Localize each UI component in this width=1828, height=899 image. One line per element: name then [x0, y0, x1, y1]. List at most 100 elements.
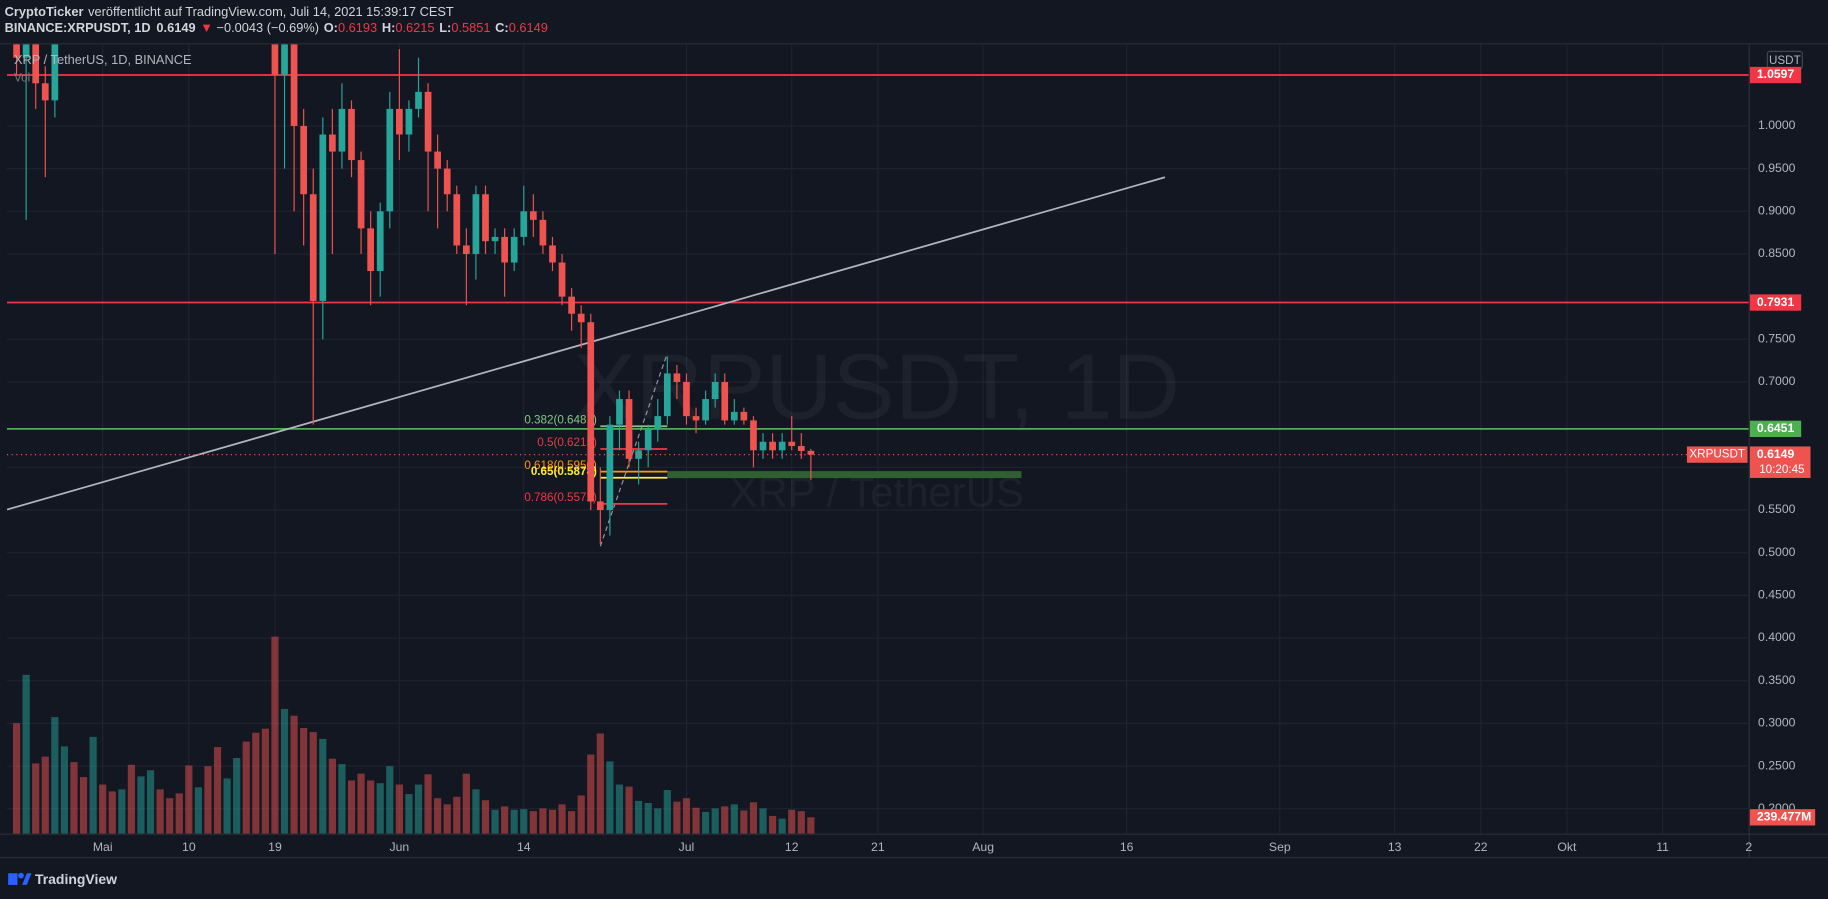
ohlc-value: 0.6193 — [338, 21, 377, 36]
candle-body — [625, 399, 633, 459]
volume-bar — [788, 809, 796, 834]
candle-body — [558, 262, 566, 297]
volume-bar — [797, 811, 805, 834]
candle-body — [290, 44, 298, 126]
volume-bar — [261, 728, 269, 834]
published: veröffentlicht auf TradingView.com, Juli… — [88, 4, 454, 19]
candle-body — [281, 44, 288, 75]
candle-body — [415, 91, 422, 109]
candle-body — [472, 194, 480, 254]
volume-bar — [711, 808, 719, 834]
ohlc-label: H: — [382, 21, 396, 36]
candle-body — [32, 44, 40, 84]
candle-body — [22, 44, 30, 58]
candle-body — [300, 125, 308, 195]
volume-bar — [51, 717, 59, 834]
volume-bar — [673, 801, 681, 834]
logo — [8, 872, 32, 885]
countdown: 10:20:45 — [1759, 463, 1804, 476]
candle-body — [759, 441, 767, 451]
volume-bar — [280, 708, 289, 834]
candle-body — [606, 424, 614, 511]
volume-bar — [596, 733, 604, 834]
volume-bar — [759, 808, 767, 834]
symbol-tag-label: XRPUSDT — [1689, 448, 1745, 461]
candle-body — [673, 373, 681, 382]
volume-bar — [702, 811, 710, 834]
ohlc-label: L: — [439, 21, 451, 36]
y-tick-label: 1.0000 — [1758, 118, 1796, 132]
candle-body — [271, 44, 279, 75]
candle-body — [338, 108, 346, 152]
volume-bar — [60, 746, 69, 834]
volume-bar — [242, 741, 250, 834]
volume-bar — [118, 789, 126, 834]
volume-bar — [12, 723, 21, 834]
candle-body — [577, 313, 585, 323]
volume-bar — [108, 791, 116, 834]
volume-bar — [568, 811, 576, 834]
candle-body — [769, 441, 776, 451]
volume-bar — [721, 806, 729, 834]
y-tick-label: 0.2500 — [1758, 758, 1796, 772]
candle-body — [434, 151, 441, 169]
candle-body — [549, 245, 556, 263]
level-tag-label: 1.0597 — [1757, 67, 1795, 81]
volume-bar — [175, 793, 183, 834]
candle-body — [482, 194, 489, 242]
arrow: ▼ — [200, 21, 213, 36]
ohlc-label: O: — [324, 21, 338, 36]
volume-bar — [663, 790, 671, 834]
volume-bar — [778, 818, 786, 834]
volume-bar — [654, 808, 662, 834]
fib-label: 0.5(0.6215) — [537, 436, 597, 449]
volume-bar — [520, 809, 528, 834]
ohlc-value: 0.6215 — [395, 21, 434, 36]
volume-bar — [223, 778, 231, 834]
volume-bar — [548, 809, 557, 834]
volume-bar — [577, 795, 585, 834]
candle-body — [788, 441, 796, 447]
volume-bar — [405, 794, 413, 834]
y-tick-label: 0.9500 — [1758, 161, 1796, 175]
volume-bar — [89, 736, 97, 834]
x-tick-label: 21 — [871, 840, 885, 854]
candle-body — [644, 428, 652, 451]
volume-bar — [166, 798, 174, 834]
ohlc-value: 0.6149 — [509, 21, 548, 36]
volume-bar — [730, 804, 738, 834]
candle-body — [396, 108, 403, 135]
header-line: CryptoTicker veröffentlicht auf TradingVi… — [5, 4, 454, 19]
fib-label: 0.618(0.5950) — [524, 459, 597, 472]
volume-bar — [376, 783, 384, 834]
volume-bar — [41, 756, 49, 834]
volume-bar — [338, 764, 346, 834]
x-tick-label: 13 — [1388, 840, 1402, 854]
volume-bar — [395, 784, 403, 834]
x-tick-label: Mai — [93, 840, 113, 854]
volume-bar — [587, 754, 595, 834]
volume-legend: Vol — [14, 71, 30, 84]
fib-label: 0.382(0.6481) — [524, 414, 597, 427]
volume-bar — [606, 761, 614, 834]
volume-bar — [146, 770, 155, 834]
candle-body — [386, 108, 394, 212]
ohlc-value: 0.5851 — [451, 21, 490, 36]
volume-bar — [22, 674, 30, 834]
candle-body — [750, 420, 757, 451]
volume-bar — [347, 780, 356, 834]
candle-body — [778, 441, 786, 451]
volume-bar — [386, 766, 394, 834]
x-tick-label: Aug — [972, 840, 994, 854]
x-tick-label: 14 — [517, 840, 531, 854]
y-tick-label: 0.8500 — [1758, 246, 1796, 260]
level-tag-label: 0.6451 — [1757, 421, 1795, 435]
candle-body — [41, 83, 49, 101]
candle-body — [692, 416, 700, 421]
candle-body — [807, 450, 815, 455]
x-tick-label: 22 — [1474, 840, 1488, 854]
volume-bar — [414, 784, 423, 834]
symbol-tag — [1686, 446, 1748, 463]
x-tick-label: 12 — [785, 840, 799, 854]
level-tag — [1749, 420, 1802, 438]
